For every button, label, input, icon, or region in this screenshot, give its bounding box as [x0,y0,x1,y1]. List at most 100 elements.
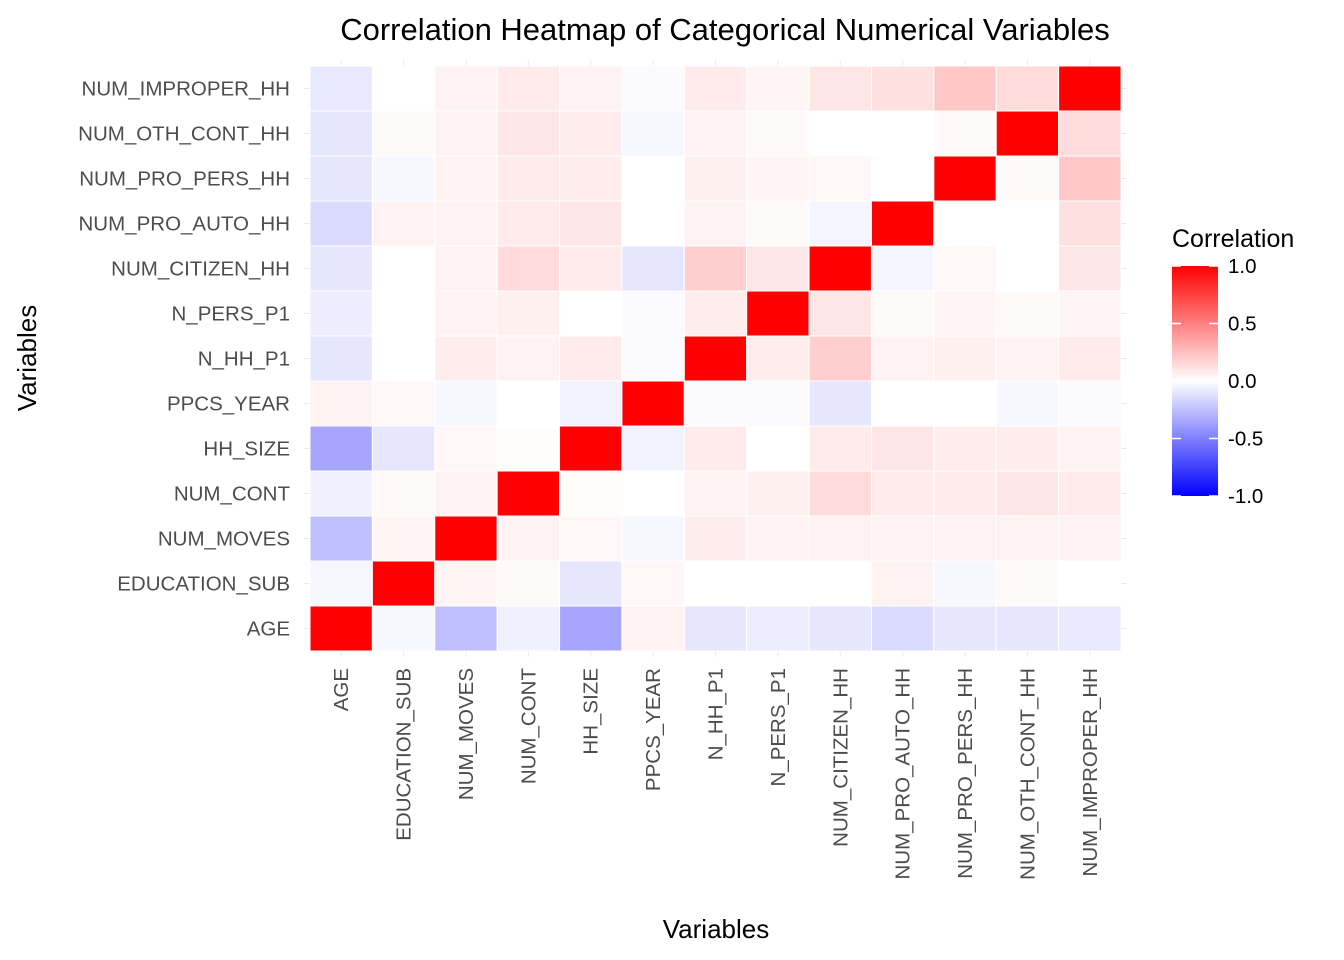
heatmap-cell [559,515,623,562]
heatmap-cell [434,425,498,472]
heatmap-cell [995,380,1060,427]
heatmap-cell [434,380,498,427]
heatmap-cell [746,335,810,382]
heatmap-cell [808,290,872,337]
heatmap-cell [933,290,997,337]
heatmap-cell [309,470,373,517]
heatmap-cell [1058,155,1122,202]
heatmap-cell [933,470,997,517]
heatmap-cell [621,290,685,337]
heatmap-cell [496,245,561,292]
y-tick-label: NUM_OTH_CONT_HH [78,123,290,146]
heatmap-cell [496,110,561,157]
heatmap-cell [309,155,373,202]
heatmap-cell [371,470,436,517]
y-tick-label: NUM_CITIZEN_HH [111,258,290,281]
heatmap-cell [746,65,810,112]
y-tick-label: PPCS_YEAR [167,393,290,416]
heatmap-cell [371,515,436,562]
heatmap-cell [1058,245,1122,292]
heatmap-cell [496,380,561,427]
heatmap-cell [683,470,748,517]
heatmap-cell [683,245,748,292]
heatmap-cell [746,470,810,517]
heatmap-cell [746,200,810,247]
heatmap-cell [559,605,623,652]
heatmap-cell [746,425,810,472]
x-tick-label: N_HH_P1 [705,668,728,760]
heatmap-cell [870,515,935,562]
heatmap-cell [808,245,872,292]
heatmap-cell [933,110,997,157]
heatmap-cell [434,470,498,517]
heatmap-cell [683,110,748,157]
heatmap-cell [1058,470,1122,517]
heatmap-cell [559,560,623,607]
heatmap-cell [434,110,498,157]
heatmap-cell [371,155,436,202]
legend-tick-label: 0.0 [1228,370,1257,393]
heatmap-cell [309,65,373,112]
heatmap-cell [1058,425,1122,472]
heatmap-cell [746,155,810,202]
heatmap-cell [808,65,872,112]
heatmap-cell [995,425,1060,472]
heatmap-cell [933,515,997,562]
heatmap-cell [621,560,685,607]
y-tick-label: AGE [247,618,290,641]
heatmap-cell [746,245,810,292]
heatmap-cell [1058,515,1122,562]
legend-tick-label: 0.5 [1228,313,1257,336]
y-tick-label: NUM_PRO_AUTO_HH [79,213,291,236]
heatmap-cell [870,245,935,292]
heatmap-cell [870,200,935,247]
x-tick-label: PPCS_YEAR [642,668,665,791]
heatmap-cell [933,335,997,382]
heatmap-cell [621,110,685,157]
heatmap-cell [995,515,1060,562]
y-tick-label: N_HH_P1 [198,348,290,371]
heatmap-cell [371,200,436,247]
heatmap-cell [621,605,685,652]
heatmap-cell [870,290,935,337]
heatmap-cell [559,155,623,202]
heatmap-cell [933,65,997,112]
x-tick-label: NUM_OTH_CONT_HH [1016,668,1039,880]
heatmap-cell [496,605,561,652]
x-axis-title: Variables [663,914,769,944]
heatmap-cell [746,605,810,652]
y-tick-label: N_PERS_P1 [171,303,290,326]
y-tick-label: NUM_IMPROPER_HH [82,78,290,101]
legend-tick-label: -1.0 [1228,485,1263,508]
heatmap-cell [933,425,997,472]
heatmap-cell [808,560,872,607]
heatmap-cell [434,65,498,112]
heatmap-cell [808,425,872,472]
heatmap-cell [434,155,498,202]
heatmap-cell [1058,110,1122,157]
heatmap-cell [995,245,1060,292]
heatmap-cell [933,155,997,202]
heatmap-cell [1058,290,1122,337]
heatmap-cell [808,380,872,427]
heatmap-cell [434,515,498,562]
heatmap-cell [371,110,436,157]
x-tick-label: HH_SIZE [580,668,603,755]
heatmap-cell [621,335,685,382]
heatmap-cell [683,515,748,562]
heatmap-cell [683,605,748,652]
heatmap-cell [683,380,748,427]
heatmap-cell [559,200,623,247]
heatmap-cell [496,470,561,517]
heatmap-cell [870,380,935,427]
heatmap-cell [434,200,498,247]
heatmap-cell [559,110,623,157]
heatmap-cell [933,560,997,607]
heatmap-cell [683,290,748,337]
y-tick-label: HH_SIZE [203,438,290,461]
heatmap-cell [746,290,810,337]
heatmap-cell [683,155,748,202]
heatmap-cell [746,515,810,562]
heatmap-cell [371,605,436,652]
